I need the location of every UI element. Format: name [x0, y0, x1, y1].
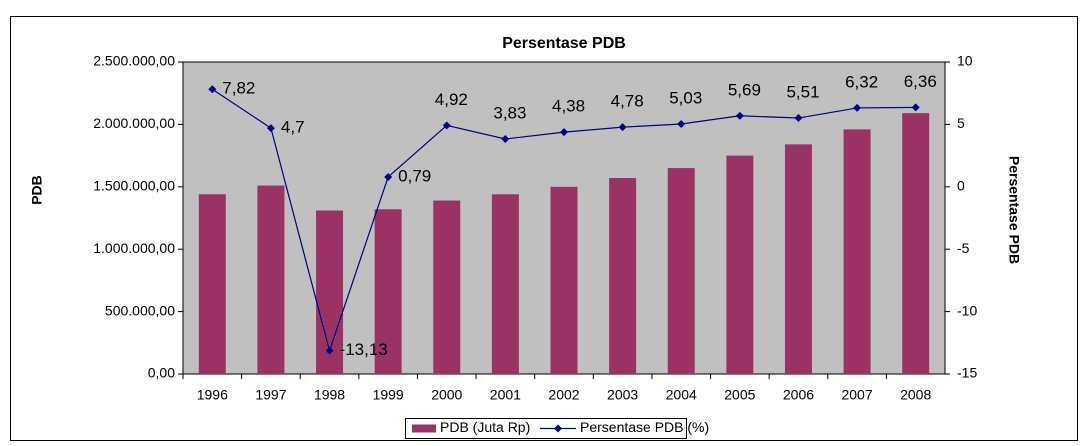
y-tick-label: 0,00 — [148, 365, 175, 381]
data-label: -13,13 — [340, 340, 388, 359]
bar — [609, 178, 637, 374]
y2-axis-label: Persentase PDB — [1006, 156, 1022, 264]
y2-tick-label: -15 — [957, 365, 977, 381]
chart-title: Persentase PDB — [502, 35, 626, 52]
marker — [853, 103, 862, 112]
marker — [618, 123, 627, 132]
y2-tick-label: 10 — [957, 53, 973, 69]
y2-tick-label: -5 — [957, 240, 970, 256]
data-label: 5,51 — [786, 83, 819, 102]
y2-tick-label: 0 — [957, 178, 965, 194]
bar — [784, 144, 812, 374]
y-tick-label: 2.500.000,00 — [93, 53, 175, 69]
bar — [550, 186, 578, 374]
legend-label: PDB (Juta Rp) — [440, 419, 530, 435]
marker — [677, 120, 686, 129]
legend-label: Persentase PDB (%) — [580, 419, 709, 435]
x-tick-label: 2005 — [724, 387, 755, 403]
data-label: 5,69 — [728, 80, 761, 99]
marker — [384, 172, 393, 181]
bar — [433, 200, 461, 374]
data-label: 4,7 — [281, 118, 305, 137]
data-label: 4,38 — [552, 97, 585, 116]
bar — [374, 209, 402, 374]
x-tick-label: 1998 — [314, 387, 345, 403]
data-label: 7,82 — [222, 79, 255, 98]
marker — [325, 346, 334, 355]
x-tick-label: 2001 — [490, 387, 521, 403]
y-tick-label: 1.000.000,00 — [93, 240, 175, 256]
data-label: 6,32 — [845, 72, 878, 91]
bar — [902, 113, 930, 374]
bar — [667, 168, 695, 374]
bar — [843, 129, 871, 374]
x-tick-label: 2000 — [431, 387, 462, 403]
marker — [911, 103, 920, 112]
marker — [560, 128, 568, 137]
x-tick-label: 2007 — [841, 387, 872, 403]
x-tick-label: 1999 — [373, 387, 404, 403]
bar — [491, 194, 519, 374]
y-axis-label: PDB — [29, 175, 45, 205]
data-label: 4,78 — [611, 92, 644, 111]
legend-marker — [554, 424, 562, 433]
y2-tick-label: -10 — [957, 302, 977, 318]
marker — [735, 111, 744, 120]
marker — [266, 124, 275, 133]
legend-swatch — [412, 424, 436, 433]
bar — [257, 185, 285, 374]
data-label: 4,92 — [435, 90, 468, 109]
x-tick-label: 2003 — [607, 387, 638, 403]
data-label: 0,79 — [398, 166, 431, 185]
y-tick-label: 500.000,00 — [105, 302, 175, 318]
bar — [198, 194, 226, 374]
y-tick-label: 1.500.000,00 — [93, 178, 175, 194]
marker — [794, 114, 803, 123]
marker — [208, 85, 217, 94]
y2-tick-label: 5 — [957, 115, 965, 131]
marker — [501, 135, 510, 144]
data-label: 3,83 — [493, 103, 526, 122]
x-tick-label: 1997 — [255, 387, 286, 403]
x-tick-label: 2002 — [548, 387, 579, 403]
data-label: 5,03 — [669, 89, 702, 108]
y-tick-label: 2.000.000,00 — [93, 115, 175, 131]
x-tick-label: 2004 — [666, 387, 697, 403]
x-tick-label: 1996 — [197, 387, 228, 403]
data-label: 6,36 — [904, 72, 937, 91]
x-tick-label: 2006 — [783, 387, 814, 403]
x-tick-label: 2008 — [900, 387, 931, 403]
marker — [442, 121, 451, 130]
bar — [726, 155, 754, 374]
